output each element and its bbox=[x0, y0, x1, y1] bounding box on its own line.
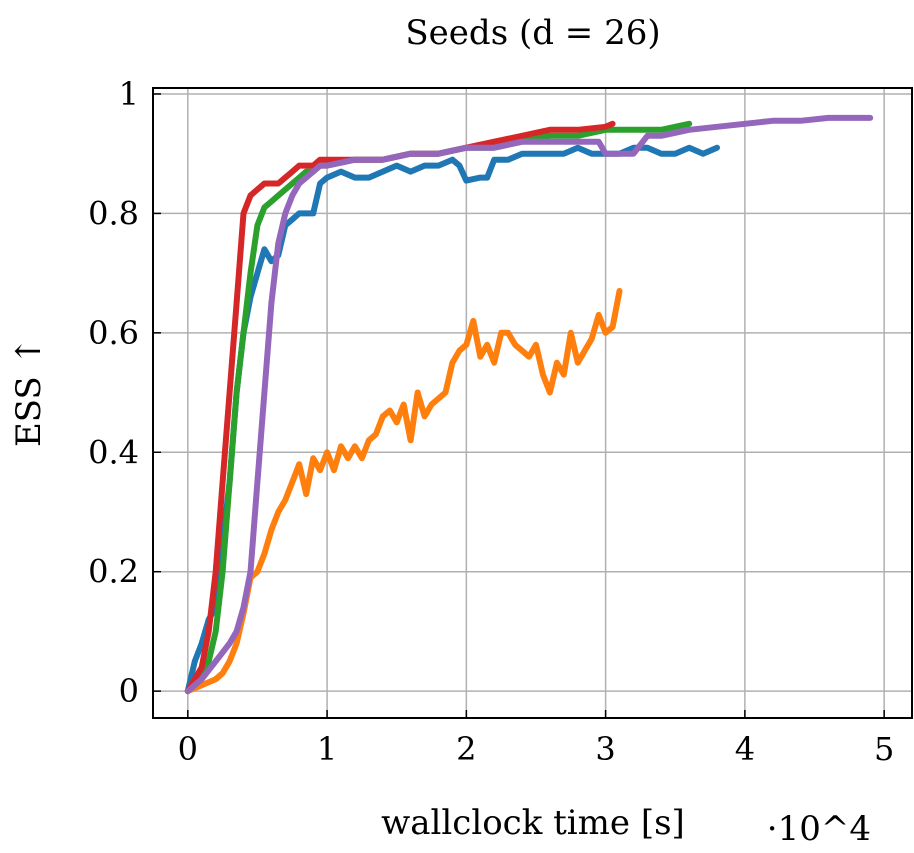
plot-frame bbox=[152, 87, 913, 719]
series-line-3 bbox=[184, 120, 693, 695]
y-tick-label: 0.4 bbox=[88, 433, 139, 471]
y-tick-label: 0.8 bbox=[88, 194, 139, 232]
y-tick-label: 0.6 bbox=[88, 314, 139, 352]
series-line-4 bbox=[184, 120, 616, 695]
x-axis-multiplier: ·10^4 bbox=[767, 809, 871, 849]
x-axis-label: wallclock time [s] bbox=[381, 803, 685, 843]
grid bbox=[153, 88, 912, 718]
ticks: 0 1 2 3 4 5 0 0.2 0.4 0.6 0.8 1 bbox=[88, 75, 894, 768]
series-line-1 bbox=[184, 144, 720, 695]
y-tick-label: 1 bbox=[119, 75, 139, 113]
y-axis-label: ESS ↑ bbox=[9, 337, 49, 447]
x-tick-label: 2 bbox=[456, 730, 476, 768]
x-tick-label: 4 bbox=[735, 730, 755, 768]
x-tick-label: 1 bbox=[317, 730, 337, 768]
x-tick-label: 5 bbox=[874, 730, 894, 768]
x-tick-label: 3 bbox=[595, 730, 615, 768]
y-tick-label: 0.2 bbox=[88, 553, 139, 591]
x-tick-label: 0 bbox=[178, 730, 198, 768]
y-tick-label: 0 bbox=[119, 672, 139, 710]
chart-title: Seeds (d = 26) bbox=[405, 13, 660, 53]
series-line-5 bbox=[184, 114, 874, 695]
series-line-2 bbox=[184, 288, 623, 695]
series-group bbox=[184, 114, 874, 695]
